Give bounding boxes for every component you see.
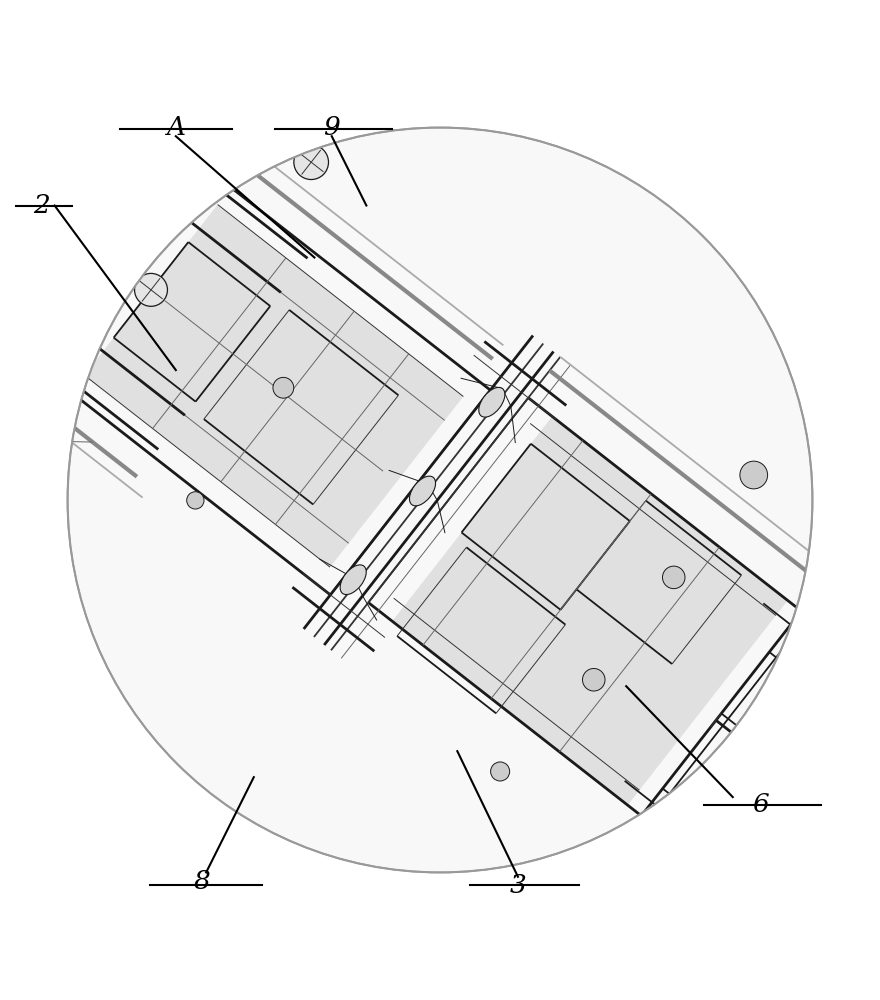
Circle shape <box>740 461 767 489</box>
Circle shape <box>187 492 204 509</box>
Circle shape <box>491 762 510 781</box>
Circle shape <box>256 126 294 164</box>
Circle shape <box>5 283 33 311</box>
Circle shape <box>68 128 812 872</box>
Ellipse shape <box>409 476 436 506</box>
Circle shape <box>583 668 605 691</box>
Ellipse shape <box>341 565 366 595</box>
Text: A: A <box>166 115 186 140</box>
Polygon shape <box>84 205 464 567</box>
Circle shape <box>663 566 685 589</box>
Circle shape <box>273 377 294 398</box>
Circle shape <box>17 224 58 266</box>
Ellipse shape <box>479 387 505 417</box>
Circle shape <box>135 273 167 306</box>
Text: 8: 8 <box>194 869 210 894</box>
Text: 3: 3 <box>510 873 526 898</box>
Text: 6: 6 <box>752 792 769 817</box>
Polygon shape <box>392 416 788 805</box>
Text: 9: 9 <box>323 115 340 140</box>
Circle shape <box>294 145 328 180</box>
Text: 2: 2 <box>33 193 50 218</box>
Circle shape <box>37 263 71 297</box>
